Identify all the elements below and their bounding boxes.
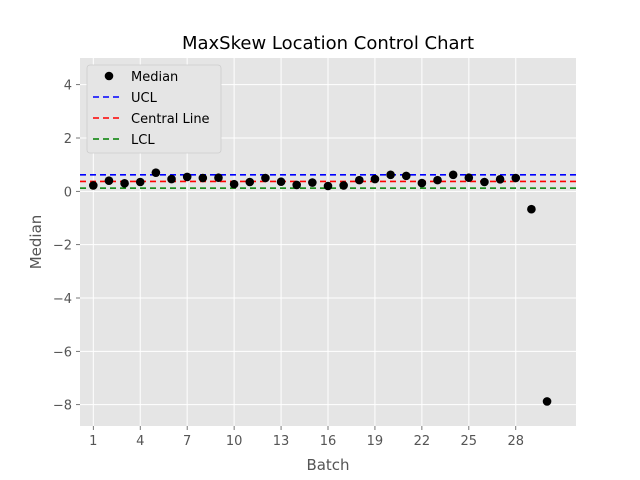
y-tick-label: −2 — [53, 239, 72, 254]
median-point — [182, 172, 192, 182]
median-point — [448, 170, 458, 180]
legend: Median UCL Central Line LCL — [86, 64, 222, 154]
legend-label: UCL — [131, 91, 158, 106]
median-points — [88, 168, 552, 406]
median-point — [198, 173, 208, 183]
x-tick-label: 1 — [89, 434, 97, 449]
median-point — [308, 178, 317, 187]
y-axis-ticks: −8 −6 −4 −2 0 2 4 — [53, 79, 80, 414]
median-point — [339, 181, 348, 190]
median-point — [542, 397, 552, 406]
median-point — [167, 174, 176, 184]
median-point — [104, 176, 114, 185]
y-tick-label: 4 — [64, 79, 72, 94]
median-point — [480, 177, 489, 187]
median-point — [276, 177, 286, 187]
legend-label: Median — [131, 70, 178, 85]
x-tick-label: 16 — [320, 434, 337, 449]
legend-label: Central Line — [131, 112, 210, 127]
median-point — [495, 175, 505, 184]
x-tick-label: 25 — [461, 434, 478, 449]
x-tick-label: 13 — [273, 434, 290, 449]
y-axis-label: Median — [27, 215, 45, 270]
median-point — [433, 175, 442, 185]
y-tick-label: 2 — [64, 132, 72, 147]
legend-label: LCL — [131, 133, 155, 148]
median-point — [214, 173, 223, 183]
legend-marker-median — [104, 71, 114, 81]
x-tick-label: 28 — [507, 434, 524, 449]
median-point — [229, 179, 239, 189]
median-point — [527, 204, 536, 214]
legend-box — [86, 64, 222, 154]
control-lines — [80, 174, 576, 189]
y-tick-label: −8 — [53, 399, 72, 414]
x-tick-label: 7 — [183, 434, 191, 449]
y-tick-label: −6 — [53, 345, 72, 360]
chart-title: MaxSkew Location Control Chart — [182, 33, 474, 54]
median-point — [401, 171, 411, 181]
x-axis-ticks: 1 4 7 10 13 16 19 22 25 28 — [89, 426, 524, 449]
median-point — [464, 173, 474, 183]
x-tick-label: 19 — [367, 434, 384, 449]
median-point — [292, 180, 302, 190]
y-tick-label: 0 — [64, 185, 72, 200]
median-point — [151, 168, 161, 177]
median-point — [417, 178, 427, 188]
median-point — [88, 181, 98, 190]
median-point — [354, 175, 364, 185]
x-tick-label: 22 — [414, 434, 431, 449]
median-point — [261, 173, 270, 183]
median-point — [245, 177, 255, 187]
median-point — [135, 177, 145, 187]
median-point — [323, 181, 333, 191]
y-tick-label: −4 — [53, 292, 72, 307]
median-point — [370, 174, 380, 184]
median-point — [120, 179, 129, 188]
median-point — [386, 170, 395, 180]
median-point — [511, 173, 521, 183]
x-tick-label: 4 — [136, 434, 144, 449]
x-tick-label: 10 — [226, 434, 243, 449]
x-axis-label: Batch — [306, 456, 349, 474]
